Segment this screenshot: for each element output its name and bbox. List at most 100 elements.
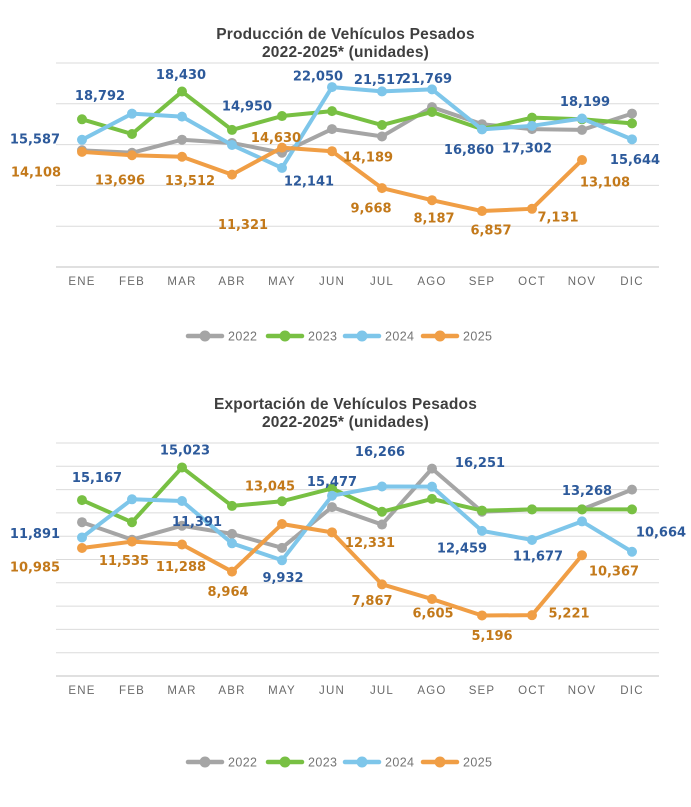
point-2023-OCT xyxy=(527,504,537,515)
point-2024-AGO xyxy=(427,481,437,492)
month-label-OCT: OCT xyxy=(518,685,546,697)
series-2025 xyxy=(77,519,587,621)
export-line-chart: 11,891 15,167 15,023 11,391 9,932 15,477 16,26… xyxy=(10,442,686,770)
label-2025-AGO: 6,605 xyxy=(412,607,453,622)
legend-marker-2022 xyxy=(199,330,211,342)
point-2025-OCT xyxy=(527,203,537,214)
legend-item-2023: 2023 xyxy=(265,756,337,770)
label-2024-NOV: 18,199 xyxy=(560,95,610,110)
point-2023-JUN xyxy=(327,106,337,117)
label-2025-ABR: 11,321 xyxy=(218,218,268,233)
month-label-JUL: JUL xyxy=(370,276,394,288)
month-label-JUL: JUL xyxy=(370,685,394,697)
month-label-FEB: FEB xyxy=(119,685,145,697)
point-2023-SEP xyxy=(477,505,487,516)
point-2025-FEB xyxy=(127,150,137,161)
legend-item-2024: 2024 xyxy=(342,756,414,770)
data-labels-2024: 15,587 18,792 18,430 14,950 12,141 22,050 21,5… xyxy=(10,68,660,189)
legend-label-2025: 2025 xyxy=(463,756,492,770)
point-2023-DIC xyxy=(627,118,637,129)
label-2024-MAY: 9,932 xyxy=(262,571,303,586)
label-2025-NOV: 13,108 xyxy=(580,176,630,191)
point-2024-JUN xyxy=(327,82,337,93)
label-2024-MAY: 12,141 xyxy=(284,174,334,189)
label-2025-JUL: 7,867 xyxy=(351,594,392,609)
production-chart-subtitle: 2022-2025* (unidades) xyxy=(261,44,430,61)
point-2023-NOV xyxy=(577,504,587,515)
legend-marker-2025 xyxy=(434,330,446,342)
label-2024-DIC: 10,664 xyxy=(636,525,686,540)
label-2025-FEB: 11,535 xyxy=(99,554,149,569)
point-2024-JUN xyxy=(327,490,337,501)
point-2024-ABR xyxy=(227,538,237,549)
month-label-JUN: JUN xyxy=(319,685,345,697)
point-2025-NOV xyxy=(577,155,587,166)
label-2024-JUN: 22,050 xyxy=(293,70,343,85)
month-label-ENE: ENE xyxy=(68,276,95,288)
legend-label-2023: 2023 xyxy=(308,756,337,770)
point-2022-ENE xyxy=(77,517,87,528)
legend-marker-2025 xyxy=(434,756,446,768)
label-2024-ABR: 14,950 xyxy=(222,100,272,115)
point-2024-AGO xyxy=(427,84,437,95)
point-2023-AGO xyxy=(427,493,437,504)
label-2024-AGO: 16,251 xyxy=(455,456,505,471)
legend-label-2024: 2024 xyxy=(385,330,414,344)
month-label-JUN: JUN xyxy=(319,276,345,288)
data-labels-2025: 14,108 13,696 13,512 11,321 14,630 14,189 9,66… xyxy=(11,131,630,238)
month-label-DIC: DIC xyxy=(620,276,643,288)
point-2025-JUL xyxy=(377,183,387,194)
month-label-ABR: ABR xyxy=(218,685,245,697)
month-label-MAR: MAR xyxy=(167,276,196,288)
point-2023-ABR xyxy=(227,124,237,135)
series-2024 xyxy=(77,82,637,173)
point-2023-JUN xyxy=(327,483,337,494)
label-2025-FEB: 13,696 xyxy=(95,174,145,189)
label-2024-ENE: 11,891 xyxy=(10,527,60,542)
month-label-MAY: MAY xyxy=(268,685,296,697)
label-2024-SEP: 12,459 xyxy=(437,541,487,556)
point-2024-FEB xyxy=(127,108,137,119)
point-2024-JUL xyxy=(377,481,387,492)
label-2024-ABR: 11,391 xyxy=(172,515,222,530)
legend-item-2024: 2024 xyxy=(342,330,414,344)
point-2023-JUL xyxy=(377,120,387,131)
month-label-DIC: DIC xyxy=(620,685,643,697)
month-label-AGO: AGO xyxy=(417,276,446,288)
point-2022-JUL xyxy=(377,519,387,530)
point-2024-ENE xyxy=(77,134,87,145)
label-2025-MAY: 13,045 xyxy=(245,480,295,495)
label-2024-ENE: 15,587 xyxy=(10,132,60,147)
legend-item-2025: 2025 xyxy=(420,756,492,770)
label-2024-MAR: 18,430 xyxy=(156,68,206,83)
point-2025-JUN xyxy=(327,527,337,538)
point-2025-JUN xyxy=(327,146,337,157)
point-2024-DIC xyxy=(627,134,637,145)
legend-marker-2024 xyxy=(356,330,368,342)
label-2025-ENE: 10,985 xyxy=(10,561,60,576)
legend-label-2022: 2022 xyxy=(228,330,257,344)
month-label-MAR: MAR xyxy=(167,685,196,697)
point-2022-MAR xyxy=(177,134,187,145)
legend: 2022 2023 2024 2025 xyxy=(185,330,492,344)
month-label-NOV: NOV xyxy=(568,685,597,697)
point-2024-MAR xyxy=(177,495,187,506)
point-2024-FEB xyxy=(127,494,137,505)
label-2024-DIC: 15,644 xyxy=(610,153,660,168)
point-2023-FEB xyxy=(127,128,137,139)
point-2024-ENE xyxy=(77,532,87,543)
point-2022-JUN xyxy=(327,502,337,513)
legend: 2022 2023 2024 2025 xyxy=(185,756,492,770)
label-2025-NOV: 10,367 xyxy=(589,565,639,580)
point-2022-NOV xyxy=(577,124,587,135)
point-2023-JUL xyxy=(377,506,387,517)
legend-marker-2022 xyxy=(199,756,211,768)
label-2025-MAY: 14,630 xyxy=(251,131,301,146)
point-2025-MAY xyxy=(277,142,287,153)
label-2025-JUN: 14,189 xyxy=(343,151,393,166)
point-2024-MAY xyxy=(277,162,287,173)
point-2024-DIC xyxy=(627,546,637,557)
point-2023-ENE xyxy=(77,114,87,125)
month-label-MAY: MAY xyxy=(268,276,296,288)
point-2023-MAY xyxy=(277,496,287,507)
